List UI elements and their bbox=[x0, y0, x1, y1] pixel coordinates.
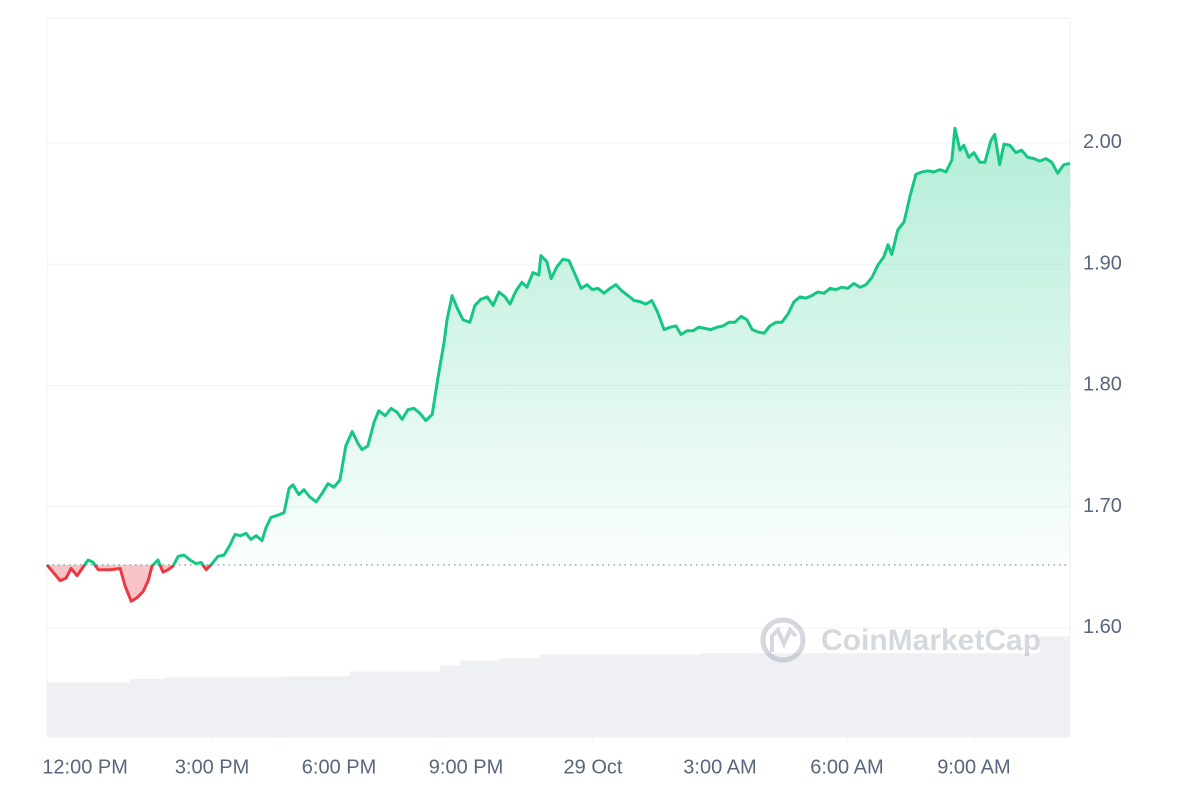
x-tick-label: 3:00 PM bbox=[175, 756, 249, 778]
x-tick-label: 9:00 AM bbox=[937, 756, 1010, 778]
volume-bar bbox=[499, 658, 541, 737]
volume-bar bbox=[460, 660, 500, 737]
price-line bbox=[45, 126, 1071, 603]
watermark: CoinMarketCap bbox=[760, 617, 1041, 663]
watermark-text: CoinMarketCap bbox=[821, 624, 1041, 657]
area-layer bbox=[47, 128, 1070, 602]
x-tick-label: 12:00 PM bbox=[42, 756, 128, 778]
axis-layer: 1.60 1.70 1.80 1.90 2.00 12:00 PM 3:00 PM 6:00 … bbox=[42, 131, 1122, 778]
y-tick-label: 1.60 bbox=[1083, 616, 1122, 638]
watermark-logo-mark bbox=[770, 626, 798, 652]
line-layer bbox=[45, 126, 1071, 603]
y-tick-label: 1.70 bbox=[1083, 495, 1122, 517]
y-tick-label: 1.80 bbox=[1083, 374, 1122, 396]
volume-bar bbox=[280, 676, 351, 737]
volume-bar bbox=[350, 671, 441, 737]
x-tick-label: 29 Oct bbox=[564, 756, 623, 778]
volume-bar bbox=[700, 653, 1040, 737]
x-tick-label: 6:00 AM bbox=[810, 756, 883, 778]
x-tick-label: 6:00 PM bbox=[302, 756, 376, 778]
volume-layer bbox=[47, 636, 1070, 737]
volume-bar bbox=[47, 682, 130, 737]
volume-bar bbox=[440, 665, 461, 737]
volume-bar bbox=[540, 654, 701, 737]
y-tick-label: 1.90 bbox=[1083, 252, 1122, 274]
volume-bar bbox=[165, 677, 281, 737]
x-tick-label: 3:00 AM bbox=[683, 756, 756, 778]
watermark-logo bbox=[760, 617, 806, 663]
x-tick-label: 9:00 PM bbox=[429, 756, 503, 778]
volume-bar bbox=[129, 678, 166, 737]
y-tick-label: 2.00 bbox=[1083, 131, 1122, 153]
volume-bar bbox=[1039, 636, 1070, 737]
price-area bbox=[47, 128, 1070, 602]
